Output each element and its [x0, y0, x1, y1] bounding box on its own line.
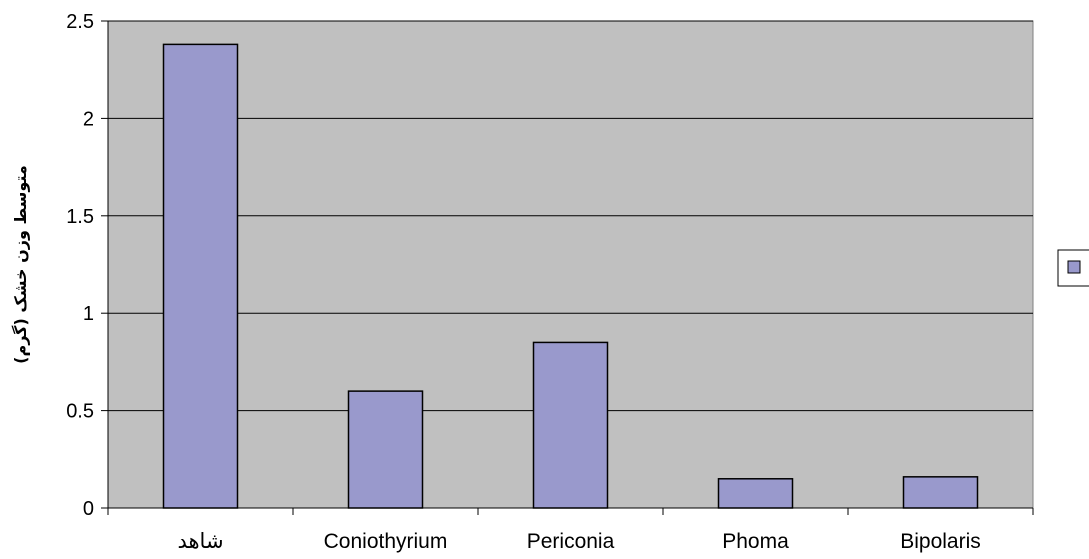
- legend-swatch: [1067, 260, 1081, 274]
- y-tick-labels: 0 0.5 1 1.5 2 2.5: [66, 11, 94, 520]
- y-tick-label: 0: [83, 498, 94, 520]
- x-tick-label: Bipolaris: [900, 530, 981, 553]
- y-tick-label: 0.5: [66, 401, 94, 423]
- bars: [162, 43, 979, 509]
- y-tick-label: 1.5: [66, 206, 94, 228]
- x-tick-label: شاهد: [177, 530, 223, 553]
- y-tick-label: 1: [83, 303, 94, 325]
- gridlines: [108, 20, 1033, 412]
- x-tick-label: Phoma: [722, 530, 789, 553]
- y-tick-label: 2.5: [66, 11, 94, 33]
- bar: [902, 476, 979, 509]
- x-tick-label: Periconia: [527, 530, 615, 553]
- legend: [1057, 249, 1089, 287]
- bar: [347, 390, 424, 509]
- bar: [162, 43, 239, 509]
- bar: [717, 478, 794, 509]
- axes: [101, 20, 1034, 515]
- x-tick-labels: شاهد Coniothyrium Periconia Phoma Bipolaris: [177, 530, 980, 553]
- y-axis-label: متوسط وزن خشک (گرم): [11, 165, 30, 364]
- y-tick-label: 2: [83, 108, 94, 130]
- bar: [532, 341, 609, 509]
- x-tick-label: Coniothyrium: [324, 530, 448, 553]
